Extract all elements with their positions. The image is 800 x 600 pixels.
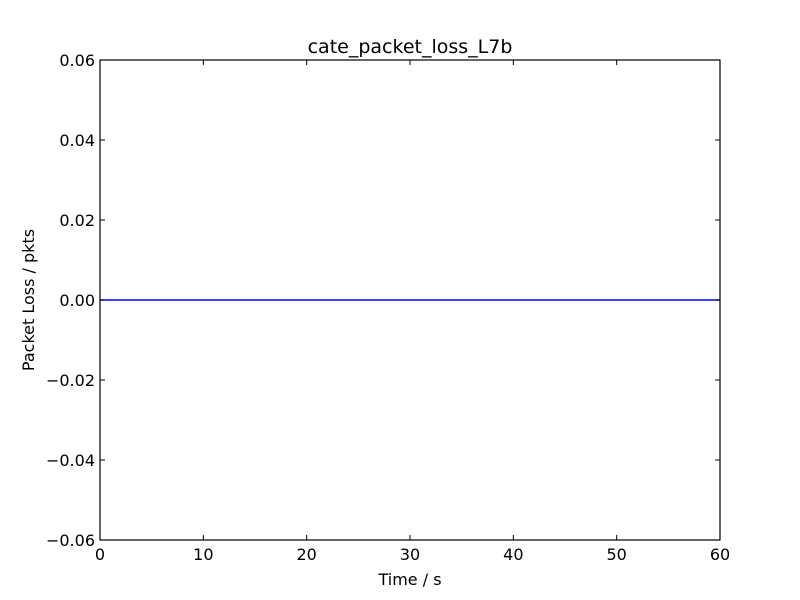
- x-tick-label: 10: [193, 545, 213, 564]
- y-tick-label: −0.04: [46, 451, 95, 470]
- chart-title: cate_packet_loss_L7b: [308, 36, 513, 58]
- y-tick-label: −0.02: [46, 371, 95, 390]
- x-tick-label: 0: [95, 545, 105, 564]
- x-axis-label: Time / s: [377, 570, 441, 589]
- x-tick-label: 50: [606, 545, 626, 564]
- x-tick-label: 60: [710, 545, 730, 564]
- y-tick-label: 0.02: [59, 211, 95, 230]
- y-tick-label: 0.06: [59, 51, 95, 70]
- y-tick-label: 0.00: [59, 291, 95, 310]
- y-axis-label: Packet Loss / pkts: [19, 229, 38, 371]
- plot-area: 0 10 20 30 40 50 60 −0.06 −0.04 −0.02 0.00 0.02 0.04…: [46, 51, 730, 564]
- x-tick-label: 20: [296, 545, 316, 564]
- y-tick-label: 0.04: [59, 131, 95, 150]
- x-tick-label: 30: [400, 545, 420, 564]
- x-tick-label: 40: [503, 545, 523, 564]
- y-tick-label: −0.06: [46, 531, 95, 550]
